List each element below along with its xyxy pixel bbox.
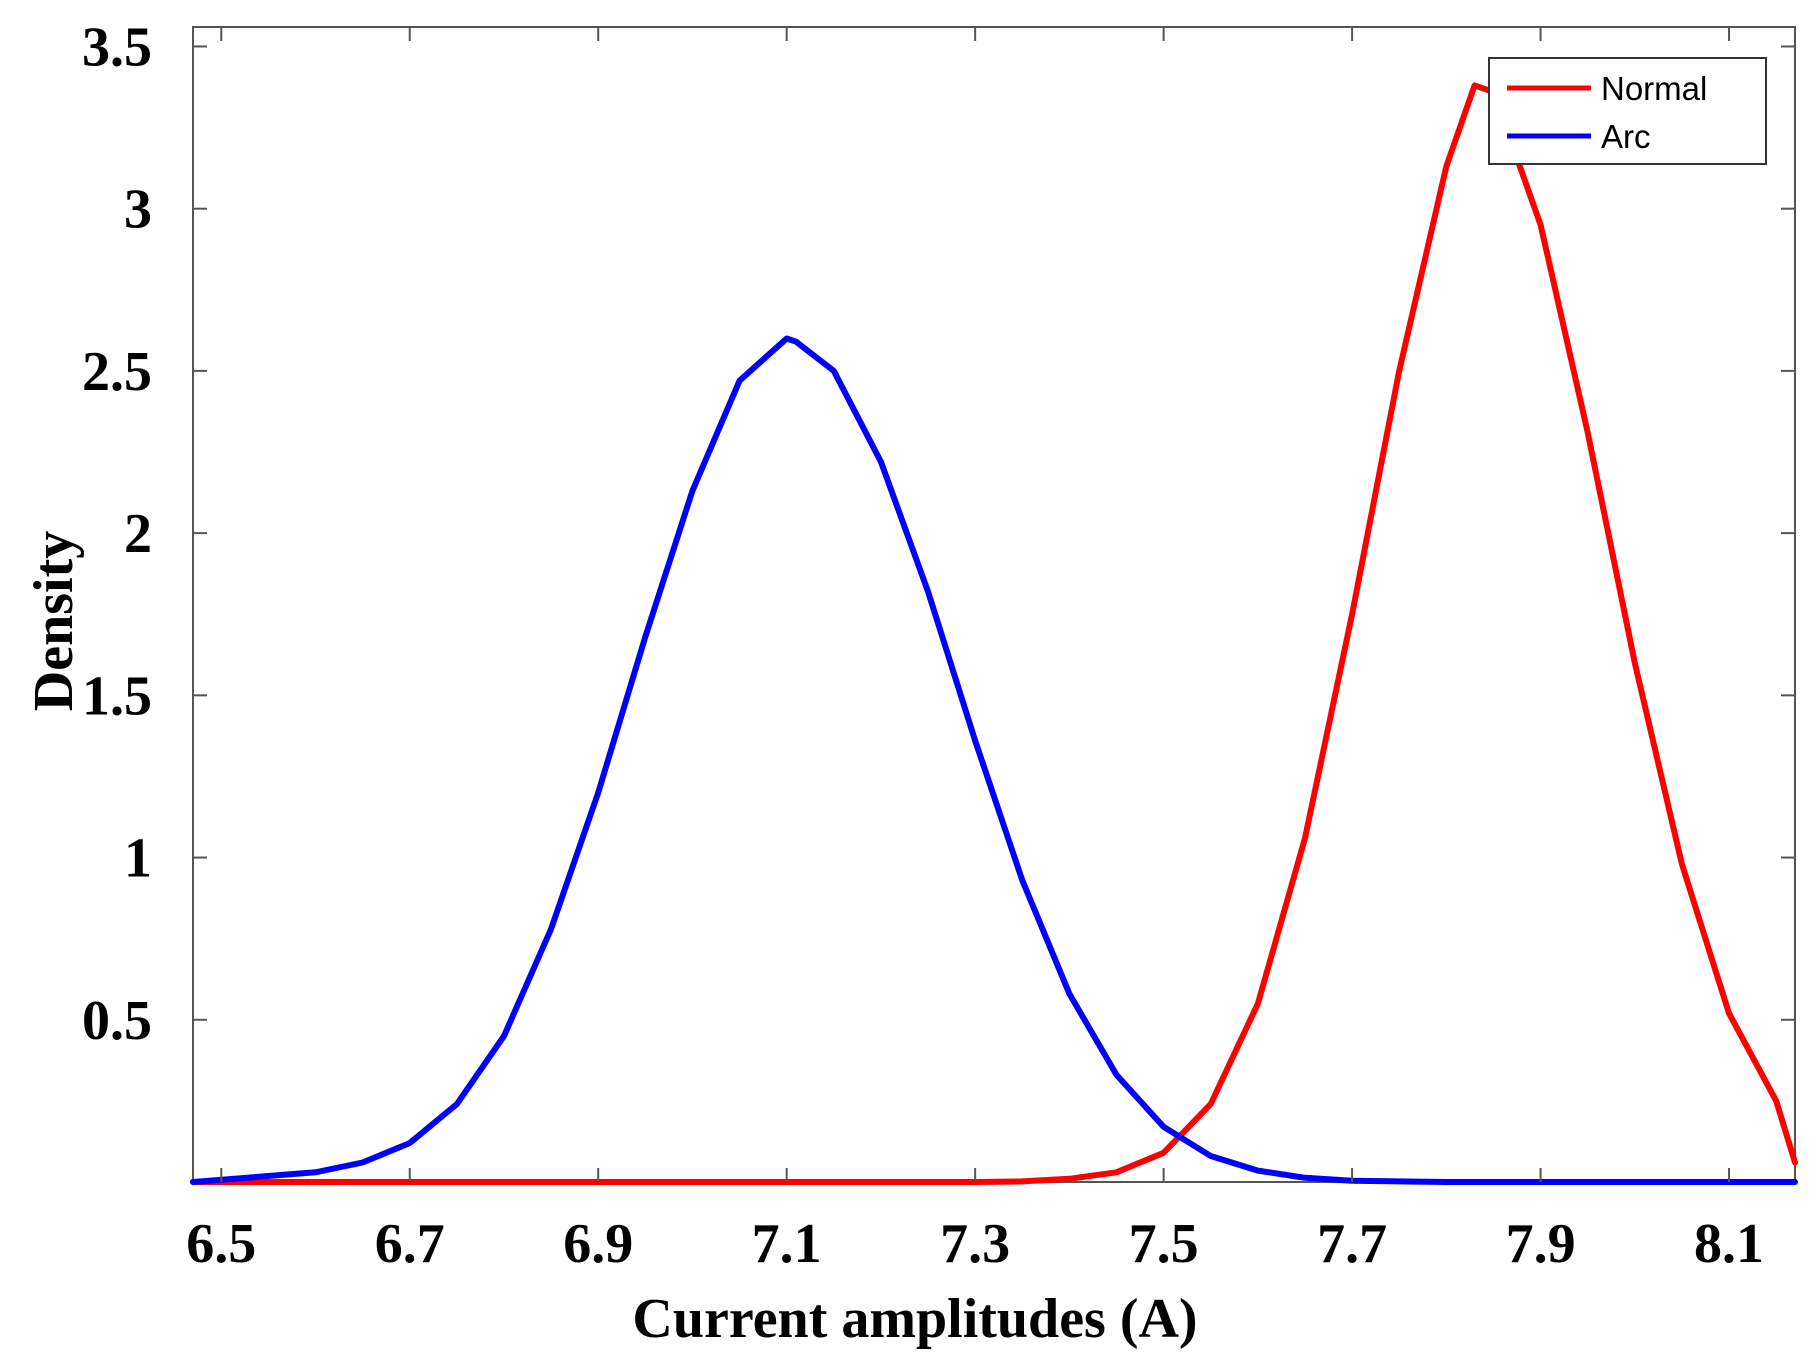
x-tick-label: 6.7	[375, 1213, 445, 1275]
series-line-arc	[190, 335, 1798, 1185]
y-tick-label: 2	[124, 503, 152, 565]
plot-area	[192, 26, 1796, 1183]
x-axis-title: Current amplitudes (A)	[632, 1288, 1197, 1350]
x-tick-label: 6.5	[186, 1213, 256, 1275]
y-tick-label: 1	[124, 828, 152, 890]
y-tick-label: 2.5	[82, 341, 152, 403]
x-tick-label: 7.9	[1506, 1213, 1576, 1275]
y-tick-label: 3	[124, 179, 152, 241]
x-tick-label: 7.7	[1317, 1213, 1387, 1275]
legend-box	[1488, 57, 1767, 165]
x-tick-label: 6.9	[563, 1213, 633, 1275]
series-line-normal	[190, 82, 1798, 1185]
y-tick-labels: 0.5 1 1.5 2 2.5 3 3.5	[82, 16, 152, 1051]
legend: Normal Arc	[1488, 57, 1767, 165]
y-axis-title: Density	[23, 531, 85, 711]
x-tick-label: 7.1	[752, 1213, 822, 1275]
y-tick-label: 3.5	[82, 16, 152, 78]
x-tick-label: 8.1	[1694, 1213, 1764, 1275]
x-tick-label: 7.5	[1129, 1213, 1199, 1275]
axes-frame	[192, 26, 1796, 1183]
x-tick-labels: 6.5 6.7 6.9 7.1 7.3 7.5 7.7 7.9 8.1	[186, 1213, 1764, 1275]
legend-label-normal: Normal	[1601, 70, 1707, 107]
legend-label-arc: Arc	[1601, 118, 1651, 155]
x-tick-label: 7.3	[940, 1213, 1010, 1275]
ticks-layer	[193, 27, 1795, 1182]
series-layer	[190, 82, 1798, 1185]
y-tick-label: 1.5	[82, 665, 152, 727]
y-tick-label: 0.5	[82, 990, 152, 1052]
